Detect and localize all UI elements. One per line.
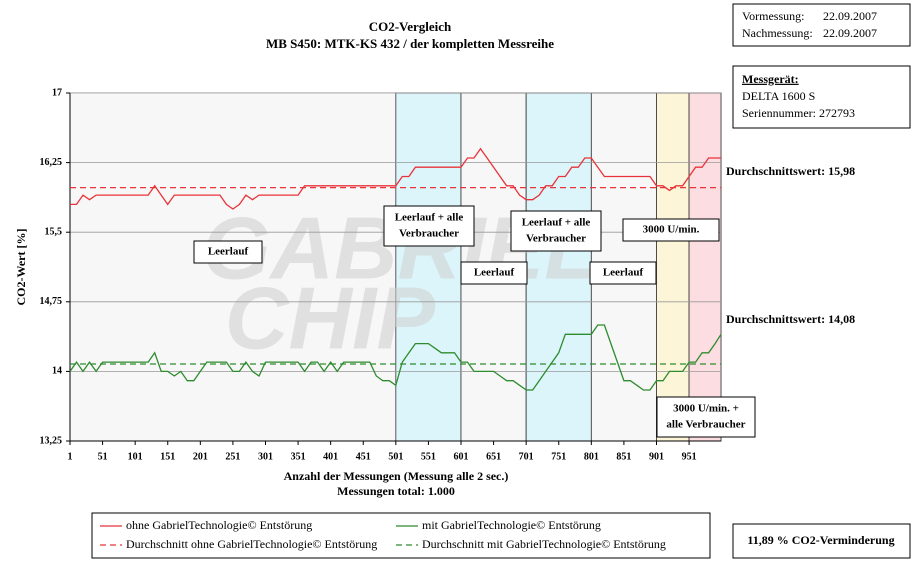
info-value: 22.09.2007 <box>823 26 877 40</box>
region-label-box <box>622 218 720 242</box>
region <box>688 92 722 442</box>
chart-title: CO2-Vergleich <box>369 19 452 34</box>
x-axis-title: Anzahl der Messungen (Messung alle 2 sec… <box>284 469 509 483</box>
y-tick-label: 14 <box>52 366 62 377</box>
region-label: 3000 U/min. <box>643 224 700 236</box>
reduction-text: 11,89 % CO2-Verminderung <box>747 533 894 547</box>
region-label-box <box>589 261 657 285</box>
device-line: DELTA 1600 S <box>742 89 815 103</box>
x-tick-label: 101 <box>128 451 143 462</box>
y-tick-label: 15,5 <box>45 226 63 237</box>
region <box>656 92 690 442</box>
x-tick-label: 401 <box>323 451 338 462</box>
region-label-box <box>460 261 528 285</box>
x-axis-subtitle: Messungen total: 1.000 <box>337 484 455 498</box>
x-tick-label: 51 <box>98 451 108 462</box>
legend-label: ohne GabrielTechnologie© Entstörung <box>126 518 312 532</box>
y-tick-label: 14,75 <box>40 296 63 307</box>
x-tick-label: 301 <box>258 451 273 462</box>
legend-label: Durchschnitt ohne GabrielTechnologie© En… <box>126 537 377 551</box>
average-label: Durchschnittswert: 15,98 <box>726 164 855 178</box>
region-label-box <box>656 396 756 438</box>
y-axis-title: CO2-Wert [%] <box>14 229 28 306</box>
y-tick-label: 13,25 <box>40 435 63 446</box>
x-tick-label: 701 <box>519 451 534 462</box>
device-box <box>732 65 911 129</box>
x-tick-label: 901 <box>649 451 664 462</box>
region-label: Leerlauf + alle <box>395 212 464 224</box>
x-tick-label: 451 <box>356 451 371 462</box>
x-tick-label: 501 <box>388 451 403 462</box>
region-label: Verbraucher <box>526 233 586 245</box>
region-label-box <box>193 240 263 264</box>
x-tick-label: 351 <box>291 451 306 462</box>
region <box>395 92 462 442</box>
watermark: CHIP <box>225 268 436 367</box>
region-label: Verbraucher <box>399 228 459 240</box>
x-tick-label: 251 <box>225 451 240 462</box>
series-line <box>70 147 721 210</box>
info-box <box>732 3 911 47</box>
x-tick-label: 551 <box>421 451 436 462</box>
device-line: Seriennummer: 272793 <box>742 106 855 120</box>
region-label: Leerlauf <box>603 267 644 279</box>
region-label: Leerlauf <box>208 246 249 258</box>
y-tick-label: 17 <box>52 87 62 98</box>
average-label: Durchschnittswert: 14,08 <box>726 312 855 326</box>
x-tick-label: 601 <box>453 451 468 462</box>
chart-title: MB S450: MTK-KS 432 / der kompletten Mes… <box>266 36 554 51</box>
x-tick-label: 801 <box>584 451 599 462</box>
region-label: 3000 U/min. + <box>673 403 739 415</box>
x-tick-label: 751 <box>551 451 566 462</box>
region-label-box <box>383 205 475 247</box>
x-tick-label: 951 <box>682 451 697 462</box>
legend <box>91 512 711 559</box>
legend-label: mit GabrielTechnologie© Entstörung <box>422 518 601 532</box>
region-label-box <box>510 210 602 252</box>
x-tick-label: 151 <box>160 451 175 462</box>
region-label: alle Verbraucher <box>666 419 745 431</box>
region-label: Leerlauf + alle <box>522 217 591 229</box>
device-heading: Messgerät: <box>742 72 799 86</box>
x-tick-label: 851 <box>616 451 631 462</box>
x-tick-label: 651 <box>486 451 501 462</box>
y-tick-label: 16,25 <box>40 157 63 168</box>
series-line <box>69 324 722 391</box>
legend-label: Durchschnitt mit GabrielTechnologie© Ent… <box>422 537 666 551</box>
region <box>70 93 396 441</box>
x-tick-label: 201 <box>193 451 208 462</box>
x-tick-label: 1 <box>68 451 73 462</box>
info-label: Nachmessung: <box>742 26 813 40</box>
info-value: 22.09.2007 <box>823 9 877 23</box>
reduction-box <box>732 523 911 559</box>
info-label: Vormessung: <box>742 9 804 23</box>
region-label: Leerlauf <box>474 267 515 279</box>
